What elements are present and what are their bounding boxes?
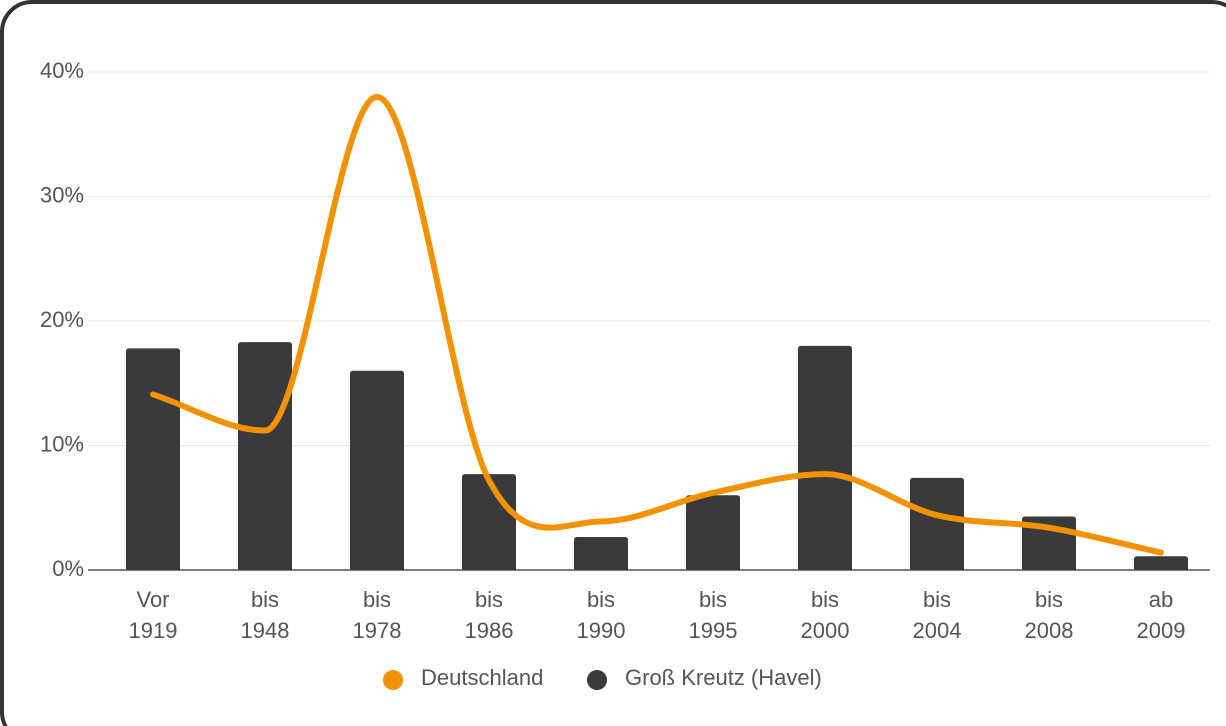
bar: [238, 342, 292, 570]
x-tick-label: 1990: [577, 618, 626, 643]
legend-swatch: [587, 670, 607, 690]
bar: [462, 474, 516, 570]
x-tick-label: 1978: [353, 618, 402, 643]
y-tick-label: 20%: [40, 307, 84, 332]
bar: [1134, 556, 1188, 570]
legend-swatch: [383, 670, 403, 690]
legend-label: Groß Kreutz (Havel): [625, 665, 822, 690]
y-tick-label: 0%: [52, 556, 84, 581]
x-tick-label: 1948: [241, 618, 290, 643]
x-tick-label: bis: [1035, 587, 1063, 612]
x-tick-label: 1919: [129, 618, 178, 643]
y-tick-label: 10%: [40, 431, 84, 456]
x-tick-label: bis: [923, 587, 951, 612]
x-tick-label: 2004: [913, 618, 962, 643]
x-tick-label: bis: [363, 587, 391, 612]
x-tick-label: ab: [1149, 587, 1173, 612]
x-tick-label: 1995: [689, 618, 738, 643]
x-tick-label: 2009: [1137, 618, 1186, 643]
x-tick-label: bis: [811, 587, 839, 612]
x-tick-label: bis: [699, 587, 727, 612]
bar: [910, 477, 964, 570]
y-tick-label: 40%: [40, 58, 84, 83]
bar: [574, 537, 628, 570]
bar: [798, 345, 852, 570]
bar: [126, 348, 180, 570]
x-tick-label: bis: [475, 587, 503, 612]
x-tick-label: 1986: [465, 618, 514, 643]
x-tick-label: bis: [587, 587, 615, 612]
x-tick-label: bis: [251, 587, 279, 612]
x-tick-label: 2000: [801, 618, 850, 643]
bar: [350, 370, 404, 570]
y-tick-label: 30%: [40, 182, 84, 207]
legend-label: Deutschland: [421, 665, 543, 690]
line: [150, 93, 1164, 556]
x-tick-label: Vor: [136, 587, 169, 612]
x-tick-label: 2008: [1025, 618, 1074, 643]
bar: [686, 495, 740, 570]
